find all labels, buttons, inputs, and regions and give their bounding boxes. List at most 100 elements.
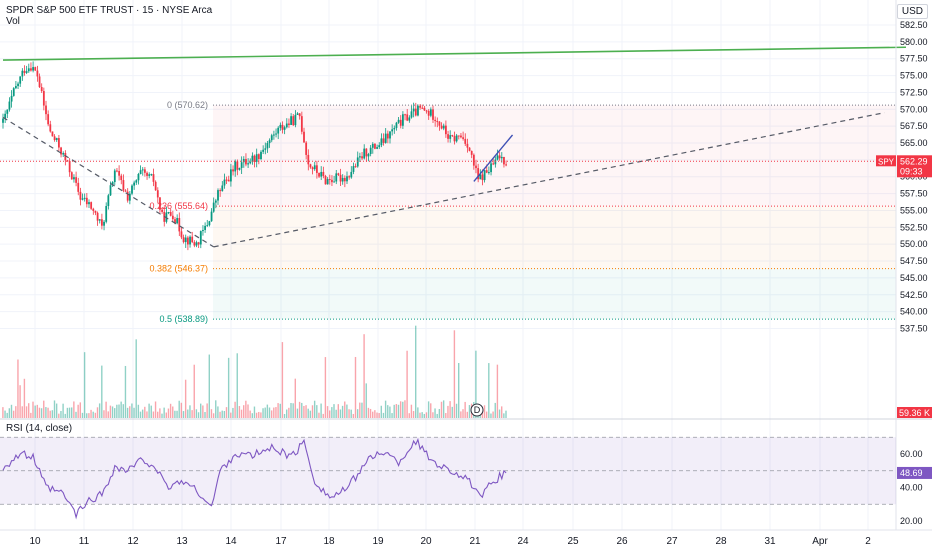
volume-bar (376, 412, 378, 418)
candle-body (406, 114, 409, 121)
volume-bar (415, 325, 417, 418)
candle-body (365, 148, 368, 157)
rsi-pane[interactable]: 60.00 40.00 20.00 48.69 (0, 436, 932, 526)
candle-body (38, 76, 41, 88)
volume-bar (475, 350, 477, 418)
volume-bar (488, 363, 490, 418)
volume-bar (442, 400, 445, 418)
rsi-value-badge (897, 466, 932, 479)
price-tick: 552.50 (900, 222, 928, 232)
candle-body (169, 212, 172, 216)
price-tick: 577.50 (900, 54, 928, 64)
candle-body (174, 219, 176, 224)
dividend-marker[interactable]: D (470, 403, 484, 417)
candle-body (320, 171, 323, 177)
candle-body (395, 122, 398, 128)
volume-bar (434, 408, 436, 418)
candle-body (103, 221, 105, 226)
candle-body (92, 208, 95, 211)
price-tick: 542.50 (900, 290, 928, 300)
candle-body (477, 168, 480, 180)
volume-bar (154, 401, 157, 418)
currency-label[interactable]: USD (896, 4, 928, 19)
candlesticks[interactable] (2, 61, 507, 251)
volume-bar (2, 407, 4, 418)
price-tick: 555.00 (900, 205, 928, 215)
resistance-trendline[interactable] (2, 46, 907, 61)
candle-body (470, 150, 473, 155)
candle-body (111, 182, 114, 186)
volume-bar (120, 401, 122, 418)
volume-bar (258, 411, 260, 418)
volume-bar (212, 413, 215, 418)
candle-body (32, 67, 34, 71)
volume-bar (294, 378, 296, 418)
volume-label: Vol (6, 16, 20, 27)
volume-bar (223, 410, 226, 418)
volume-bar (275, 407, 277, 418)
candle-body (208, 221, 211, 226)
volume-bar (277, 403, 279, 418)
volume-bar (135, 339, 137, 418)
channel-trendline[interactable] (473, 134, 514, 182)
volume-bar (301, 402, 303, 418)
volume-bar (71, 407, 73, 418)
fib-retracement[interactable]: 0 (570.62) 0.236 (555.64) 0.382 (546.37) 0.… (149, 100, 896, 324)
candle-body (371, 143, 374, 148)
candle-body (350, 171, 353, 178)
volume-bar (45, 407, 47, 418)
volume-badge[interactable]: 59.36 K (897, 407, 932, 418)
candle-body (191, 236, 194, 243)
price-axis[interactable]: 582.50 580.00 577.50 575.00 572.50 570.00 567.… (900, 20, 928, 333)
candle-body (189, 236, 191, 245)
volume-bar (232, 407, 234, 418)
volume-bar (453, 330, 456, 418)
time-tick: Apr (812, 536, 828, 547)
candle-body (219, 190, 222, 192)
candle-body (346, 176, 348, 182)
volume-bar (126, 407, 129, 418)
candle-body (445, 125, 447, 135)
candle-body (73, 177, 75, 180)
volume-bar (313, 400, 316, 418)
volume-bar (466, 411, 468, 418)
volume-bar (380, 405, 382, 418)
candle-body (25, 71, 28, 73)
candle-body (273, 134, 275, 136)
rsi-value: 48.69 (900, 468, 923, 478)
volume-bar (374, 410, 376, 418)
volume-bar (436, 413, 438, 418)
candle-body (266, 143, 269, 149)
candle-body (242, 158, 245, 163)
candle-body (214, 200, 217, 203)
volume-bar (90, 409, 92, 418)
candle-body (225, 179, 228, 181)
candle-body (8, 101, 11, 110)
volume-bar (202, 405, 204, 418)
volume-bar (47, 407, 49, 418)
volume-bar (245, 400, 247, 418)
volume-bar (79, 402, 81, 418)
fib-label: 0.5 (538.89) (159, 314, 208, 324)
volume-bar (32, 401, 34, 418)
candle-body (453, 136, 456, 142)
candle-body (122, 180, 125, 191)
candle-body (343, 177, 346, 182)
volume-bar (200, 403, 202, 418)
volume-bar (384, 400, 387, 418)
time-axis[interactable]: 10 11 12 13 14 17 18 19 20 21 24 25 26 27 28 31 Apr 2 (29, 536, 871, 547)
volume-bar (344, 401, 346, 418)
drawing-tools[interactable] (2, 46, 907, 248)
volume-bar (490, 413, 492, 418)
volume-bar (503, 413, 505, 418)
volume-bar (210, 409, 213, 418)
volume-bar (406, 350, 408, 418)
dashed-trendline[interactable] (213, 112, 885, 248)
volume-bar (208, 354, 210, 418)
volume-bar (425, 412, 428, 418)
volume-bar (352, 413, 355, 418)
candle-body (425, 110, 428, 112)
volume-bar (178, 400, 180, 418)
